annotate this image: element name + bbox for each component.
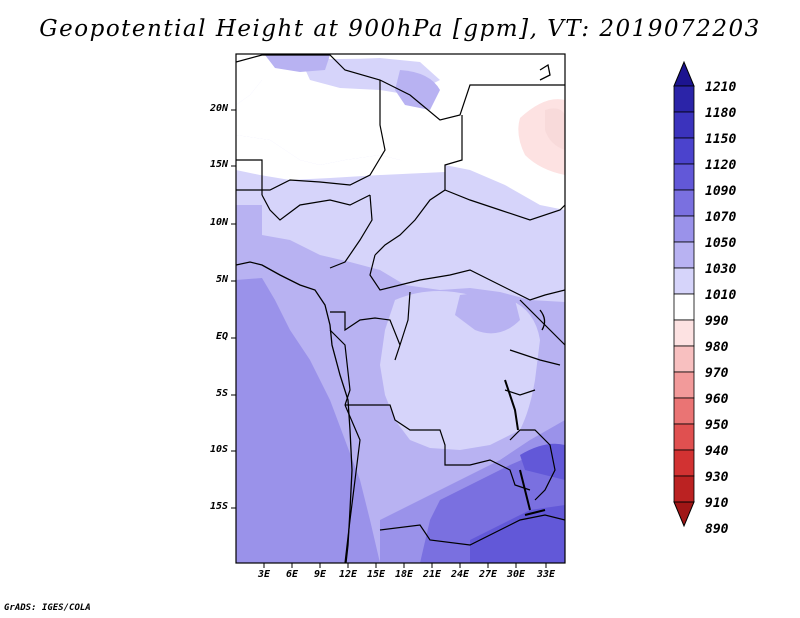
lat-label-10n: 10N [209,217,228,228]
colorbar-label-1150: 1150 [705,132,737,147]
lon-label-3e: 3E [257,569,271,580]
colorbar-segment [673,241,695,269]
lon-label-9e: 9E [313,569,327,580]
colorbar-label-930: 930 [705,470,729,485]
colorbar-segment [673,85,695,113]
colorbar-arrow-top [673,60,695,87]
lon-label-24e: 24E [450,569,470,580]
colorbar-segment [673,371,695,399]
lon-label-6e: 6E [285,569,299,580]
lon-label-27e: 27E [478,569,498,580]
colorbar-label-1210: 1210 [705,80,737,95]
colorbar-label-1010: 1010 [705,288,737,303]
colorbar-segment [673,345,695,373]
colorbar-label-990: 990 [705,314,729,329]
colorbar-segment [673,397,695,425]
height-field [236,54,565,563]
colorbar-label-970: 970 [705,366,729,381]
colorbar-label-980: 980 [705,340,729,355]
colorbar-segment [673,423,695,451]
lat-label-5s: 5S [215,388,228,399]
colorbar-label-910: 910 [705,496,729,511]
map-border [235,53,566,564]
lat-label-5n: 5N [215,274,228,285]
lat-label-15n: 15N [209,159,228,170]
colorbar-label-940: 940 [705,444,729,459]
colorbar-segment [673,319,695,347]
colorbar-label-890: 890 [705,522,729,537]
colorbar-label-1120: 1120 [705,158,737,173]
colorbar [673,60,695,528]
colorbar-segment [673,449,695,477]
colorbar-segment [673,475,695,503]
lat-label-20n: 20N [209,103,228,114]
country-borders [236,54,565,563]
lon-label-21e: 21E [422,569,442,580]
contour-region-1090 [470,505,565,563]
colorbar-label-1090: 1090 [705,184,737,199]
axis-ticks [231,109,547,568]
colorbar-segment [673,267,695,295]
colorbar-segment [673,189,695,217]
lon-label-33e: 33E [536,569,556,580]
contour-region-990 [236,54,565,210]
colorbar-label-960: 960 [705,392,729,407]
colorbar-segment [673,215,695,243]
coastline [236,63,551,563]
colorbar-label-1050: 1050 [705,236,737,251]
colorbar-segment [673,111,695,139]
lon-label-12e: 12E [338,569,358,580]
colorbar-segment [673,293,695,321]
contour-region-1050 [236,278,380,563]
grads-credit: GrADS: IGES/COLA [4,603,91,613]
colorbar-label-1070: 1070 [705,210,737,225]
colorbar-label-950: 950 [705,418,729,433]
colorbar-label-1030: 1030 [705,262,737,277]
colorbar-segment [673,137,695,165]
lon-label-18e: 18E [394,569,414,580]
colorbar-arrow-bottom [673,501,695,528]
lat-label-10s: 10S [209,444,228,455]
lon-label-15e: 15E [366,569,386,580]
lon-label-30e: 30E [506,569,526,580]
colorbar-label-1180: 1180 [705,106,737,121]
colorbar-segment [673,163,695,191]
lat-label-15s: 15S [209,501,228,512]
chart-title: Geopotential Height at 900hPa [gpm], VT:… [39,16,761,42]
lat-label-eq: EQ [215,331,228,342]
